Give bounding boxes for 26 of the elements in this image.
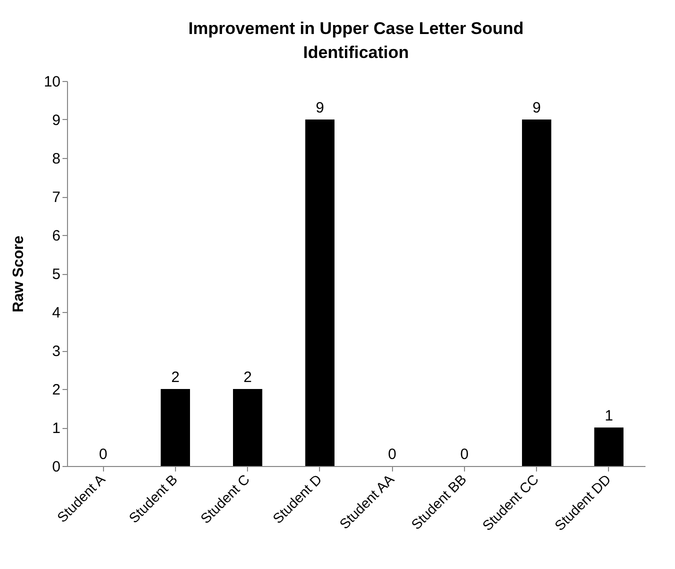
data-label: 1 <box>604 408 614 424</box>
data-label: 0 <box>460 446 469 463</box>
data-label: 9 <box>532 100 541 116</box>
bar <box>160 389 190 466</box>
y-tick-label: 4 <box>52 304 60 322</box>
y-tick-label: 2 <box>52 382 60 398</box>
data-label: 0 <box>98 446 108 463</box>
y-tick-label: 10 <box>44 74 60 90</box>
data-label: 2 <box>171 369 180 386</box>
bar <box>522 120 552 466</box>
bar <box>305 120 335 466</box>
data-label: 2 <box>243 369 252 386</box>
y-tick-label: 9 <box>52 112 60 129</box>
bar <box>594 428 624 466</box>
chart-title: Improvement in Upper Case Letter Sound Identification <box>188 19 524 62</box>
y-tick-label: 0 <box>52 458 60 476</box>
y-tick-label: 5 <box>52 266 60 283</box>
y-tick-label: 7 <box>52 189 60 206</box>
y-tick-label: 6 <box>52 228 60 244</box>
y-tick-label: 1 <box>52 420 60 437</box>
data-label: 0 <box>388 446 396 463</box>
bar <box>232 389 262 466</box>
data-label: 9 <box>316 100 324 116</box>
y-tick-label: 8 <box>52 150 60 168</box>
y-tick-label: 3 <box>52 343 60 360</box>
y-axis-title: Raw Score <box>10 236 27 312</box>
